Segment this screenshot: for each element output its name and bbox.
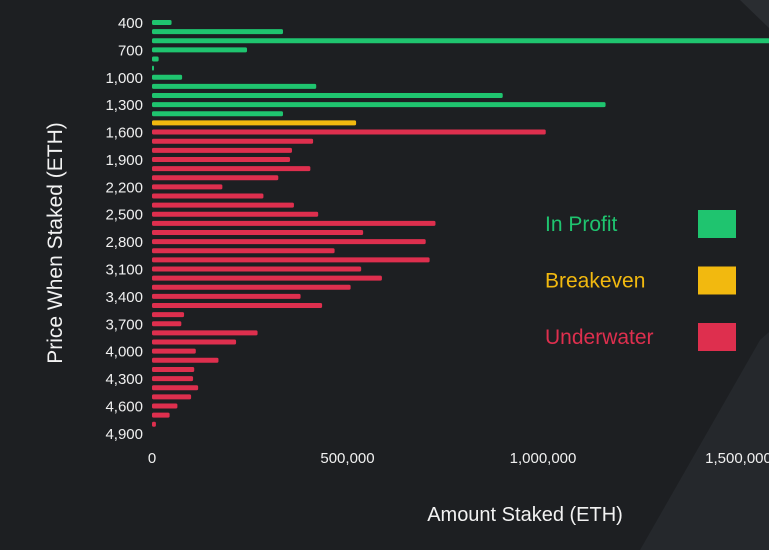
bar-3100	[152, 266, 362, 272]
bar-2000	[152, 166, 311, 172]
bar-2700	[152, 229, 364, 235]
bar-1600	[152, 129, 546, 135]
bar-3600	[152, 312, 185, 318]
bar-1400	[152, 111, 283, 117]
bar-2100	[152, 175, 279, 181]
x-tick-label: 500,000	[320, 450, 374, 467]
bar-2900	[152, 248, 335, 254]
bar-1200	[152, 93, 503, 99]
bar-1900	[152, 156, 291, 162]
bar-3400	[152, 293, 301, 299]
bar-1300	[152, 102, 606, 108]
bar-1800	[152, 147, 292, 153]
y-tick-label: 1,300	[105, 97, 143, 114]
bar-4200	[152, 366, 195, 372]
bar-3700	[152, 321, 182, 327]
bar-600	[152, 38, 769, 44]
bar-800	[152, 56, 159, 62]
y-tick-label: 4,900	[105, 426, 143, 443]
bar-1500	[152, 120, 357, 126]
bar-2800	[152, 239, 426, 245]
legend-label-profit: In Profit	[545, 213, 618, 236]
bar-4000	[152, 348, 196, 354]
y-tick-label: 2,800	[105, 234, 143, 251]
bar-400	[152, 20, 172, 25]
y-tick-label: 700	[118, 42, 143, 59]
bar-2200	[152, 184, 223, 190]
y-axis-title: Price When Staked (ETH)	[44, 122, 67, 364]
y-tick-label: 3,700	[105, 316, 143, 333]
x-tick-label: 1,500,000	[705, 450, 769, 467]
x-tick-labels: 0 500,000 1,000,000 1,500,000	[148, 450, 769, 467]
bar-1100	[152, 83, 317, 89]
bar-2600	[152, 220, 436, 226]
bar-4500	[152, 394, 192, 400]
bar-4400	[152, 385, 199, 391]
bar-2400	[152, 202, 294, 208]
bar-1000	[152, 74, 183, 80]
y-tick-label: 3,100	[105, 262, 143, 279]
bars-group	[152, 20, 769, 427]
legend-label-breakeven: Breakeven	[545, 270, 645, 293]
bar-700	[152, 47, 248, 53]
y-tick-label: 4,600	[105, 398, 143, 415]
bar-4600	[152, 403, 178, 409]
bar-3300	[152, 284, 351, 290]
y-tick-label: 2,200	[105, 179, 143, 196]
bar-3000	[152, 257, 430, 263]
legend-swatch-breakeven	[698, 266, 736, 295]
y-tick-label: 1,600	[105, 125, 143, 142]
legend-swatch-profit	[698, 210, 736, 238]
bar-4100	[152, 357, 219, 363]
bar-1700	[152, 138, 314, 144]
y-tick-label: 4,000	[105, 344, 143, 361]
y-tick-label: 1,000	[105, 70, 143, 87]
bar-3900	[152, 339, 237, 345]
y-tick-label: 4,300	[105, 371, 143, 388]
bar-3500	[152, 303, 323, 309]
y-tick-labels: 400 700 1,000 1,300 1,600 1,900 2,200 2,500 2,80…	[105, 15, 143, 443]
x-tick-label: 0	[148, 450, 156, 467]
bar-2300	[152, 193, 264, 199]
bar-3200	[152, 275, 382, 281]
bar-4700	[152, 412, 170, 418]
y-tick-label: 1,900	[105, 152, 143, 169]
y-tick-label: 400	[118, 15, 143, 32]
bar-4800	[152, 421, 156, 427]
bar-500	[152, 29, 283, 35]
legend-swatch-underwater	[698, 323, 736, 351]
x-axis-title: Amount Staked (ETH)	[427, 504, 623, 526]
bar-900	[152, 65, 154, 71]
y-tick-label: 2,500	[105, 207, 143, 224]
legend: In Profit Breakeven Underwater	[545, 210, 736, 351]
legend-label-underwater: Underwater	[545, 326, 654, 349]
bar-4300	[152, 376, 194, 382]
bar-3800	[152, 330, 258, 336]
y-tick-label: 3,400	[105, 289, 143, 306]
x-tick-label: 1,000,000	[510, 450, 577, 467]
bar-2500	[152, 211, 319, 217]
